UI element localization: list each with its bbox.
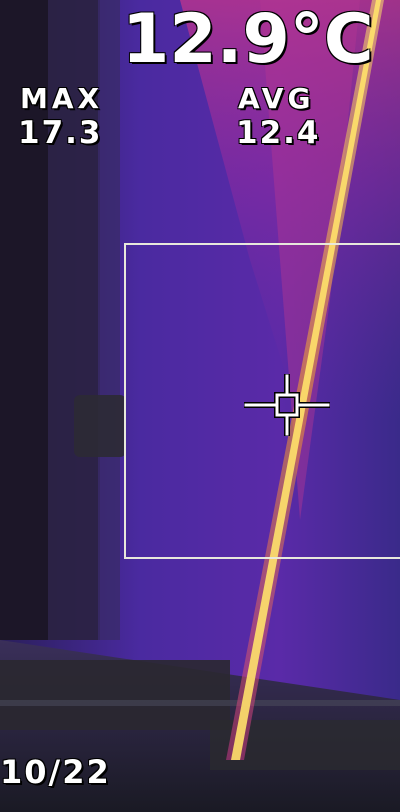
measurement-box[interactable]	[124, 243, 400, 559]
max-label: MAX	[20, 82, 104, 115]
timestamp: 10/22	[0, 753, 111, 791]
avg-label: AVG	[238, 82, 315, 115]
crosshair-icon	[244, 374, 330, 436]
avg-value: 12.4	[236, 115, 321, 151]
max-value: 17.3	[18, 115, 103, 151]
temperature-readout: 12.9°C	[122, 0, 374, 79]
